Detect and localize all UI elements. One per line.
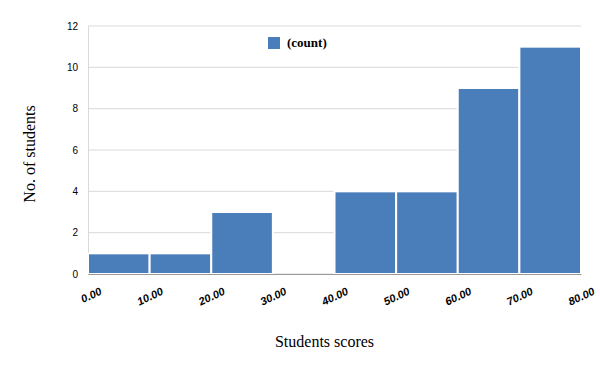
x-axis-title: Students scores [275,333,374,350]
bar [458,88,520,274]
bar [273,273,335,274]
y-tick: 2 [72,227,88,238]
y-tick-label: 2 [72,227,78,238]
y-tick-label: 8 [72,103,78,114]
x-tick: 40.00 [319,274,351,308]
x-tick-label: 30.00 [258,285,289,308]
bar [519,47,581,274]
y-tick-label: 6 [72,145,78,156]
legend-swatch [268,37,280,49]
legend: (count) [268,35,327,50]
y-tick: 6 [72,145,88,156]
y-axis-title: No. of students [21,105,38,202]
bar [396,191,458,274]
x-tick-label: 0.00 [79,285,104,305]
y-tick-label: 10 [67,62,79,73]
y-tick-label: 0 [72,269,78,280]
x-tick: 60.00 [443,274,474,307]
x-tick-label: 70.00 [505,285,536,308]
y-tick: 12 [67,21,88,32]
grid-line [88,26,581,27]
x-tick: 20.00 [196,274,228,308]
x-tick-label: 60.00 [443,285,474,308]
legend-label: (count) [287,35,327,50]
x-tick: 80.00 [566,274,597,307]
grid-line [88,67,581,68]
x-tick: 50.00 [381,274,412,307]
x-tick-label: 80.00 [566,285,597,308]
y-tick: 0 [72,269,88,280]
y-tick: 8 [72,103,88,114]
x-tick: 0.00 [79,274,104,305]
bar [150,253,212,274]
x-tick: 10.00 [135,274,166,307]
bars [88,47,581,274]
x-tick-label: 20.00 [196,285,228,308]
y-tick-label: 4 [72,186,78,197]
bar [335,191,397,274]
y-axis: 0 2 4 6 8 10 12 [67,21,89,280]
x-axis-line [89,274,582,275]
bar [211,212,273,274]
grid [88,26,581,274]
y-tick: 4 [72,186,88,197]
bar [88,253,150,274]
chart: 0 2 4 6 8 10 12 0.00 10.00 20.00 30.00 40.00 50.00 60… [0,0,600,371]
y-tick: 10 [67,62,88,73]
x-axis: 0.00 10.00 20.00 30.00 40.00 50.00 60.00 70.00 8… [79,274,597,308]
x-tick-label: 10.00 [135,285,166,308]
x-tick: 70.00 [505,274,536,307]
x-tick-label: 40.00 [319,285,351,308]
x-tick: 30.00 [258,274,289,307]
y-tick-label: 12 [67,21,79,32]
y-axis-line [88,27,89,275]
x-tick-label: 50.00 [381,285,412,308]
